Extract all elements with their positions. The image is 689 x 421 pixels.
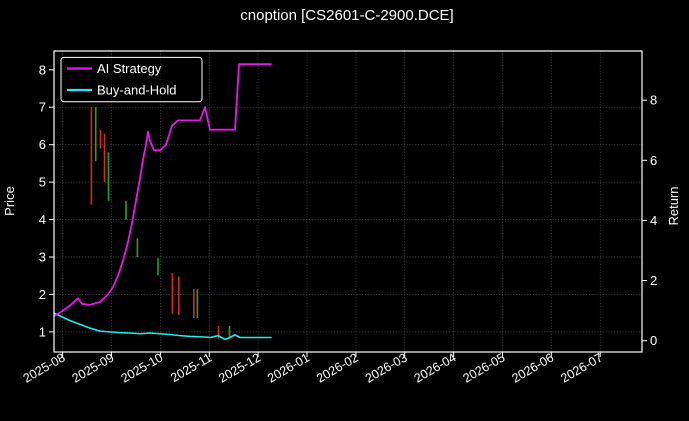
svg-text:Buy-and-Hold: Buy-and-Hold xyxy=(97,83,177,98)
svg-text:cnoption [CS2601-C-2900.DCE]: cnoption [CS2601-C-2900.DCE] xyxy=(240,7,453,24)
svg-text:6: 6 xyxy=(39,137,46,152)
svg-text:Return: Return xyxy=(666,186,681,225)
svg-text:4: 4 xyxy=(39,212,46,227)
svg-text:8: 8 xyxy=(650,93,657,108)
svg-text:0: 0 xyxy=(650,333,657,348)
svg-text:8: 8 xyxy=(39,62,46,77)
svg-text:7: 7 xyxy=(39,100,46,115)
svg-text:2: 2 xyxy=(650,273,657,288)
svg-text:4: 4 xyxy=(650,213,657,228)
svg-text:2: 2 xyxy=(39,287,46,302)
svg-text:1: 1 xyxy=(39,324,46,339)
svg-text:6: 6 xyxy=(650,153,657,168)
svg-text:3: 3 xyxy=(39,250,46,265)
svg-text:5: 5 xyxy=(39,175,46,190)
svg-text:AI Strategy: AI Strategy xyxy=(97,61,162,76)
svg-text:Price: Price xyxy=(2,186,17,216)
